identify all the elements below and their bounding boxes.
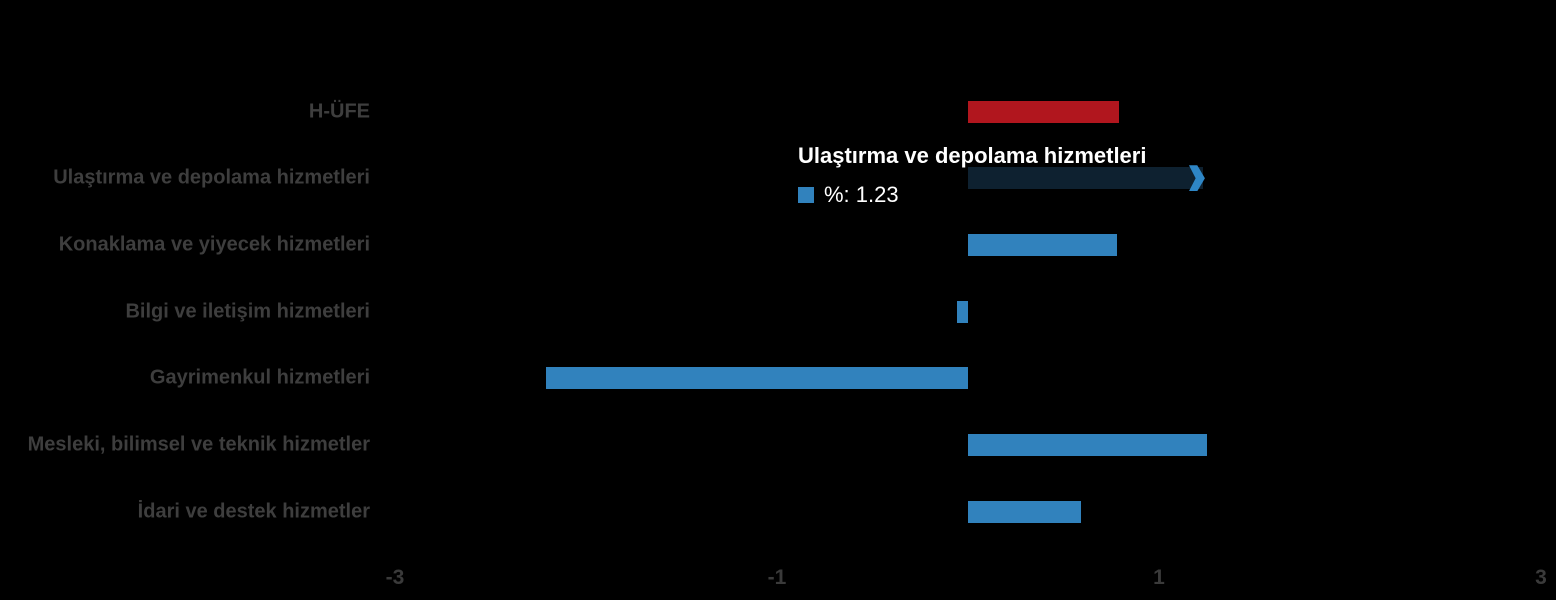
hover-arrow-icon bbox=[1188, 165, 1205, 192]
category-label: Bilgi ve iletişim hizmetleri bbox=[125, 300, 370, 323]
category-label: İdari ve destek hizmetler bbox=[137, 500, 370, 523]
x-tick-label: -1 bbox=[767, 566, 787, 589]
tooltip-value: %: 1.23 bbox=[824, 182, 899, 207]
bar[interactable] bbox=[545, 367, 968, 390]
x-tick-label: 3 bbox=[1535, 566, 1547, 589]
x-tick-label: -3 bbox=[385, 566, 405, 589]
category-label: Mesleki, bilimsel ve teknik hizmetler bbox=[27, 433, 370, 456]
tooltip-value-row: %: 1.23 bbox=[798, 182, 1146, 208]
bar[interactable] bbox=[968, 167, 1203, 190]
bar[interactable] bbox=[968, 500, 1081, 523]
tooltip-series-marker-icon bbox=[798, 187, 814, 203]
category-label: Gayrimenkul hizmetleri bbox=[149, 366, 370, 389]
bar[interactable] bbox=[968, 434, 1207, 456]
category-label: Ulaştırma ve depolama hizmetleri bbox=[53, 166, 370, 189]
bar[interactable] bbox=[968, 233, 1117, 256]
tooltip: Ulaştırma ve depolama hizmetleri %: 1.23 bbox=[798, 143, 1146, 208]
category-label: Konaklama ve yiyecek hizmetleri bbox=[58, 233, 370, 256]
category-label: H-ÜFE bbox=[308, 100, 370, 122]
tooltip-title: Ulaştırma ve depolama hizmetleri bbox=[798, 143, 1147, 168]
bar[interactable] bbox=[968, 100, 1119, 123]
bar[interactable] bbox=[956, 300, 968, 323]
x-tick-label: 1 bbox=[1153, 566, 1165, 589]
